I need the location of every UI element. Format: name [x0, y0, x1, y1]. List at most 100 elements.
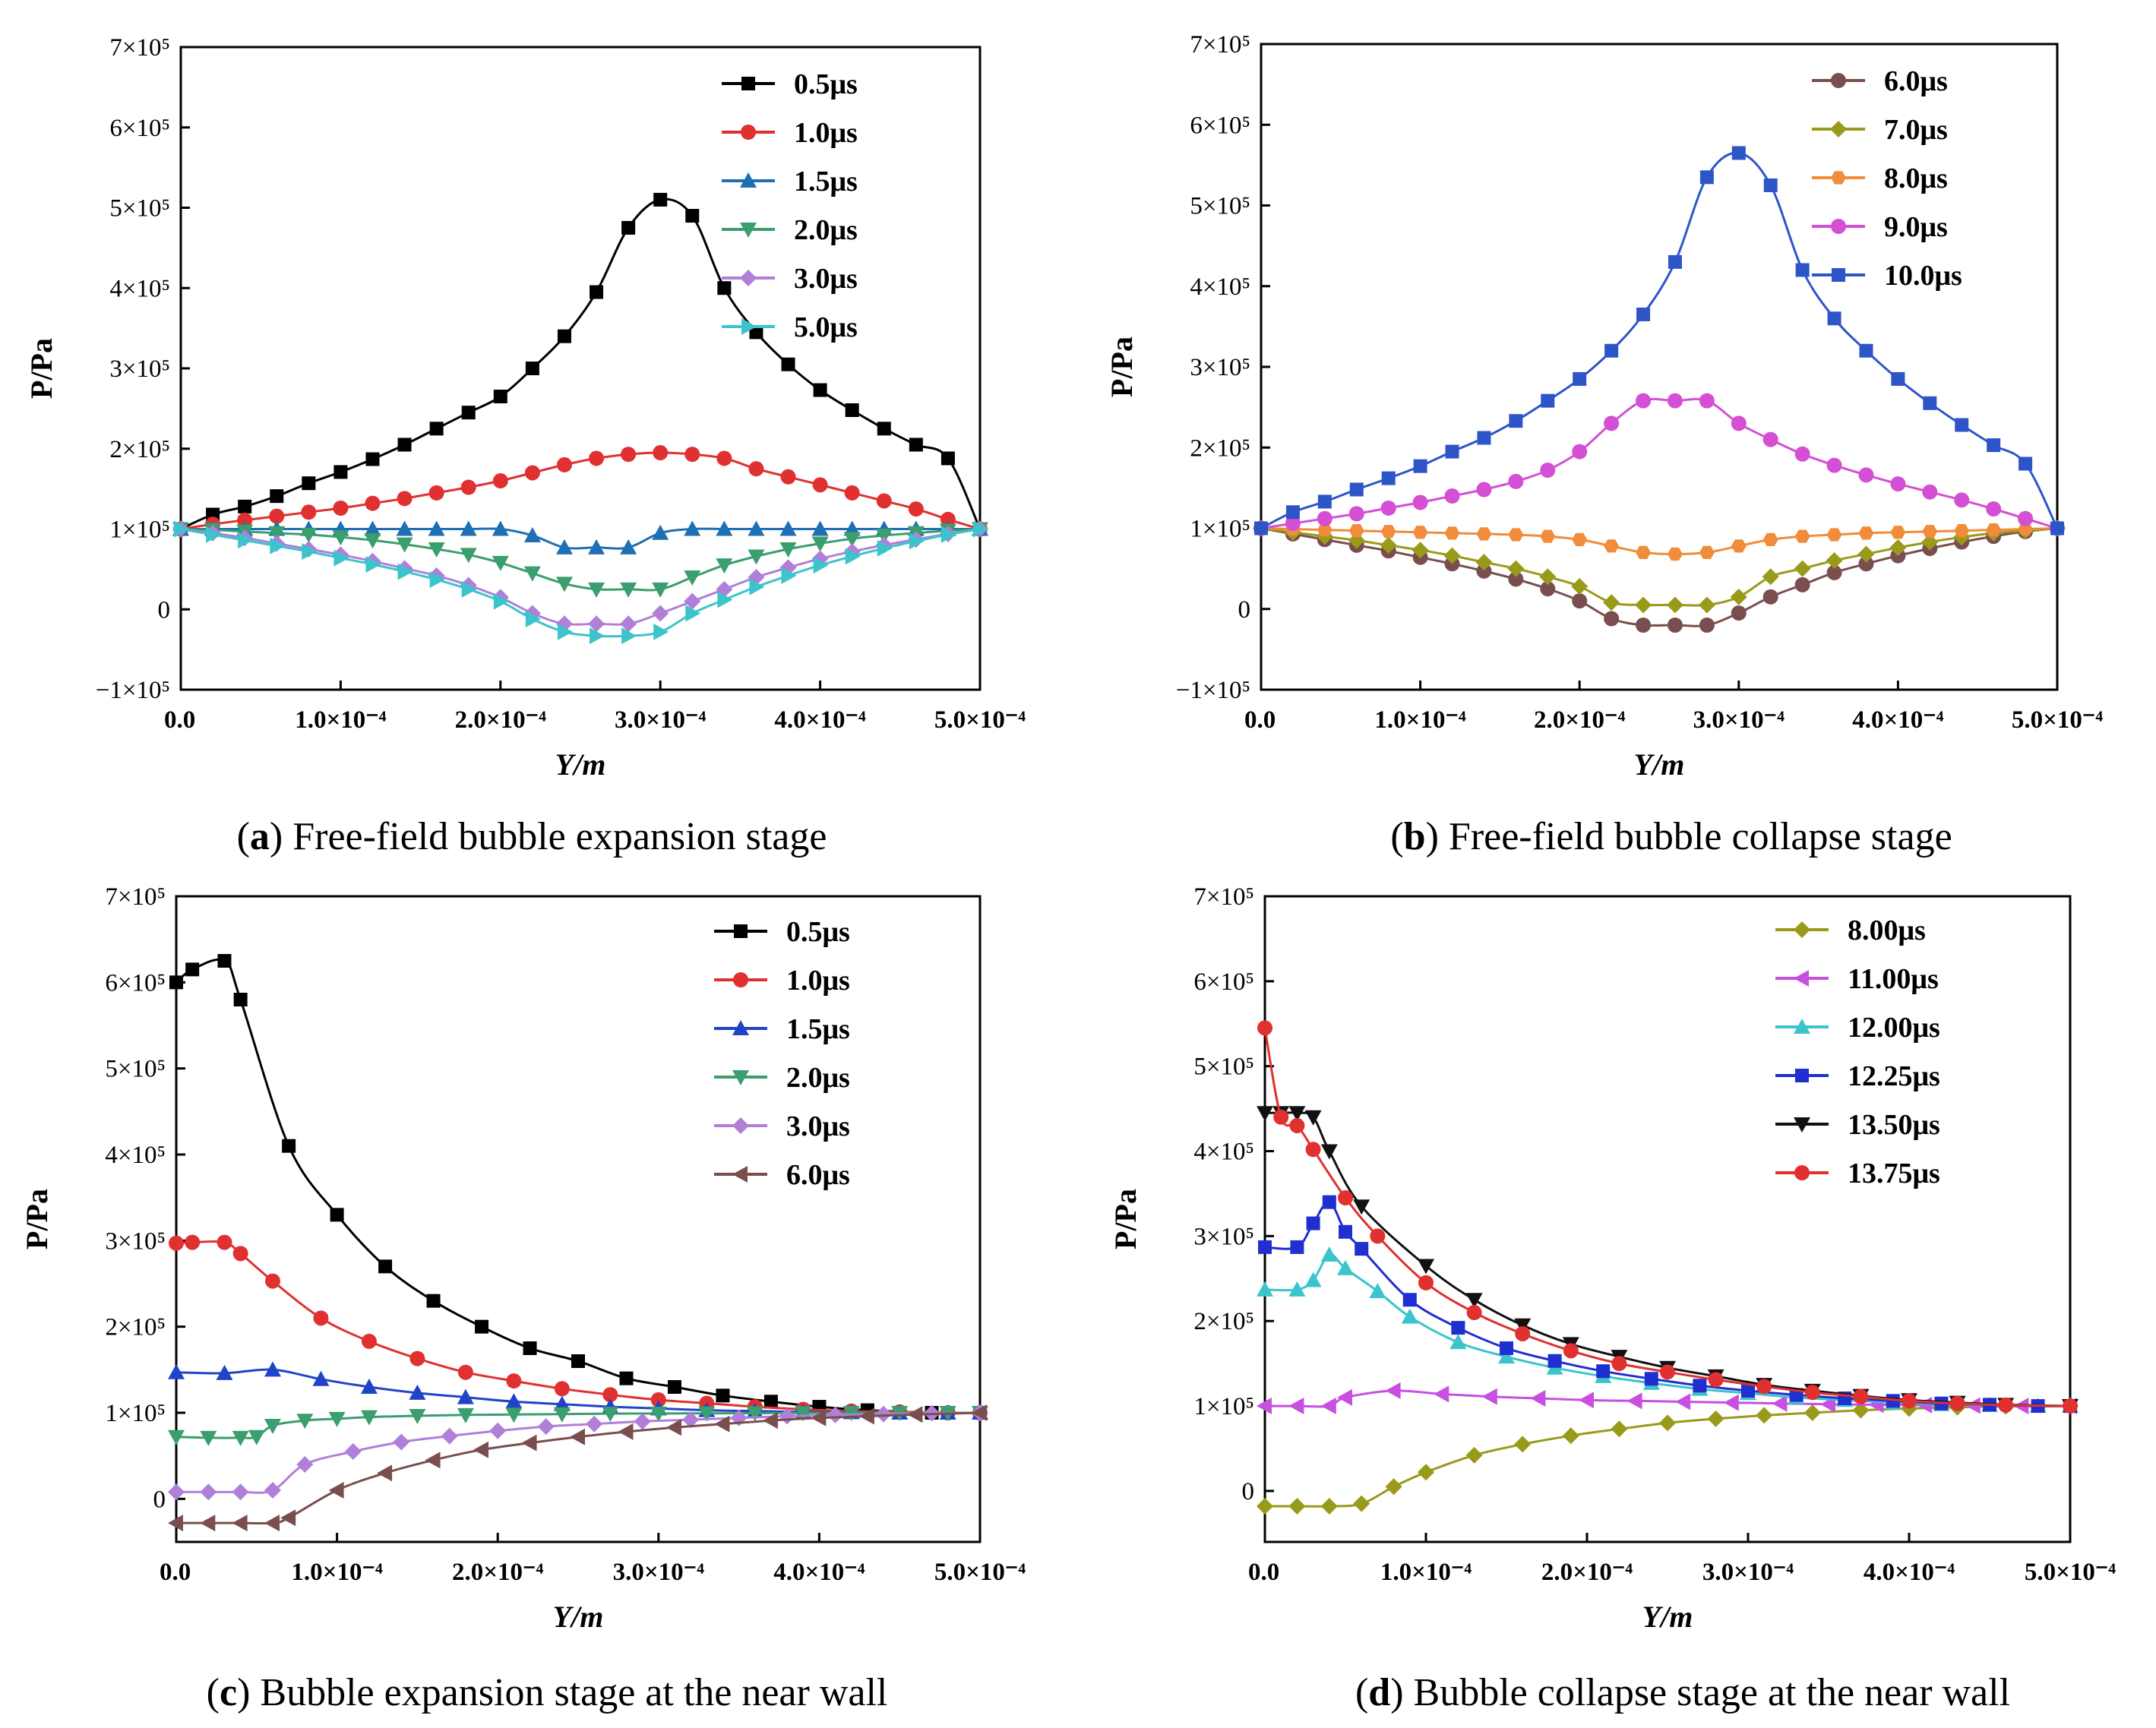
data-point [1572, 444, 1588, 460]
y-axis-label: P/Pa [20, 1189, 54, 1249]
data-point [492, 520, 509, 536]
data-point [1922, 525, 1938, 539]
data-point [779, 520, 797, 536]
data-point [269, 508, 285, 524]
data-point [361, 1333, 377, 1349]
data-point [296, 1456, 314, 1473]
legend-marker [1831, 171, 1846, 185]
data-point [556, 456, 572, 472]
legend-label: 3.0μs [786, 1110, 850, 1142]
data-point [1699, 393, 1715, 409]
data-point [1401, 1308, 1418, 1324]
data-point [1921, 533, 1939, 551]
series-6.0μs [168, 1404, 987, 1532]
data-point [1666, 596, 1683, 614]
data-point [667, 1380, 681, 1394]
y-tick-label: 5×10⁵ [1190, 193, 1250, 220]
legend-label: 8.00μs [1848, 915, 1926, 946]
y-tick-label: 3×10⁵ [105, 1227, 166, 1255]
data-point [1987, 438, 2001, 453]
legend-label: 6.0μs [1884, 65, 1948, 97]
data-point [619, 1371, 634, 1385]
data-point [590, 627, 605, 645]
data-point [811, 1409, 827, 1426]
y-tick-label: 3×10⁵ [109, 355, 170, 383]
y-tick-label: 7×10⁵ [109, 34, 170, 62]
series-line [1260, 397, 2058, 529]
legend-marker [741, 125, 756, 140]
data-point [312, 1370, 330, 1386]
y-tick-label: 5×10⁵ [109, 195, 170, 223]
y-tick-label: 5×10⁵ [105, 1056, 166, 1083]
data-point [525, 362, 539, 375]
data-point [652, 582, 669, 598]
data-point [749, 578, 765, 595]
data-point [875, 528, 893, 544]
data-point [811, 536, 829, 552]
y-tick-label: 7×10⁵ [1193, 883, 1254, 911]
legend-label: 8.0μs [1884, 163, 1948, 194]
x-tick-label: 3.0×10⁻⁴ [613, 1559, 704, 1586]
data-point [2018, 510, 2034, 526]
panel-caption: (d) Bubble collapse stage at the near wa… [1355, 1671, 2010, 1714]
data-point [360, 1379, 378, 1394]
data-point [238, 499, 252, 513]
data-point [1285, 516, 1301, 532]
legend-marker [734, 924, 748, 938]
data-point [537, 1418, 555, 1436]
data-point [313, 1310, 329, 1326]
legend-label: 0.5μs [786, 916, 850, 948]
data-point [716, 1388, 730, 1403]
data-point [206, 526, 222, 543]
legend-label: 13.50μs [1848, 1109, 1940, 1141]
data-point [653, 192, 668, 207]
data-point [270, 489, 284, 504]
data-point [524, 465, 540, 481]
data-point [571, 1354, 585, 1368]
data-point [492, 555, 509, 571]
data-point [1699, 618, 1715, 633]
data-point [1257, 1281, 1273, 1297]
data-point [557, 329, 571, 343]
legend-label: 3.0μs [794, 263, 858, 295]
data-point [588, 539, 605, 554]
data-point [1626, 1392, 1642, 1410]
y-tick-label: 1×10⁵ [109, 517, 170, 544]
data-point [1954, 524, 1970, 538]
data-point [650, 1406, 667, 1422]
x-tick-label: 1.0×10⁻⁴ [1374, 706, 1465, 734]
legend-marker [1794, 1165, 1810, 1180]
panel-caption: (c) Bubble expansion stage at the near w… [207, 1671, 888, 1714]
data-point [555, 577, 573, 592]
data-point [1858, 467, 1874, 483]
series-8.0μs [1253, 521, 2065, 561]
data-point [746, 1406, 763, 1422]
data-point [185, 962, 200, 977]
x-tick-label: 3.0×10⁻⁴ [615, 706, 706, 734]
data-point [1604, 343, 1619, 358]
data-point [1514, 1318, 1532, 1334]
legend-marker [740, 172, 757, 188]
x-tick-label: 4.0×10⁻⁴ [1852, 706, 1943, 734]
data-point [1530, 1389, 1546, 1407]
data-point [360, 1410, 378, 1426]
data-point [1891, 371, 1905, 386]
data-point [1257, 1106, 1273, 1122]
data-point [781, 567, 797, 584]
series-8.00μs [1257, 1398, 2079, 1515]
data-point [1699, 545, 1715, 560]
data-point [425, 1452, 441, 1469]
data-point [553, 1395, 571, 1411]
data-point [2050, 521, 2064, 535]
x-tick-label: 4.0×10⁻⁴ [773, 1559, 865, 1586]
data-point [748, 549, 765, 565]
caption-paren: ) [1390, 1671, 1413, 1714]
data-point [716, 558, 733, 574]
data-point [377, 1464, 393, 1482]
data-point [813, 557, 829, 574]
data-point [908, 501, 924, 517]
data-point [781, 357, 795, 371]
y-tick-label: 6×10⁵ [1193, 968, 1254, 996]
plot-frame [179, 46, 982, 691]
data-point [1418, 1275, 1434, 1290]
